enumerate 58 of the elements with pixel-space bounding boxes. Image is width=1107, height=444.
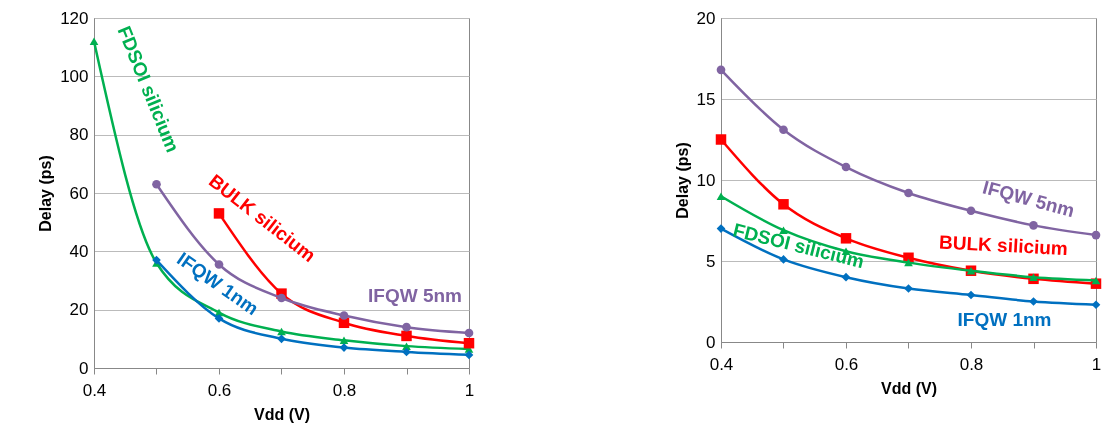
point xyxy=(1091,230,1101,240)
point xyxy=(1029,273,1038,281)
point xyxy=(715,134,727,145)
point xyxy=(89,37,99,46)
point xyxy=(779,125,788,135)
y-tick-label: 5 xyxy=(706,251,716,271)
point xyxy=(1091,300,1101,310)
x-tick-label: 0.4 xyxy=(82,380,107,400)
y-tick-label: 80 xyxy=(69,125,89,145)
text: IFQW 5nm xyxy=(980,176,1077,222)
x-tick-label: 0.4 xyxy=(709,354,734,374)
point xyxy=(463,337,475,349)
x-tick-label: 0.8 xyxy=(332,380,357,400)
point xyxy=(841,272,851,282)
point xyxy=(904,188,913,198)
y-axis-title: Delay (ps) xyxy=(673,142,691,219)
y-tick-label: 10 xyxy=(696,170,716,190)
y-tick-label: 40 xyxy=(69,241,89,261)
series-label: IFQW 1nm xyxy=(957,308,1052,330)
series-label: IFQW 5nm xyxy=(368,285,462,306)
x-tick-label: 0.6 xyxy=(207,380,232,400)
x-tick-label: 0.6 xyxy=(834,354,859,374)
y-tick-label: 60 xyxy=(69,183,89,203)
y-tick-label: 100 xyxy=(60,66,89,86)
point xyxy=(904,258,913,267)
point xyxy=(152,179,161,189)
point xyxy=(339,311,349,320)
text: FDSOI silicium xyxy=(731,219,867,273)
y-tick-label: 20 xyxy=(696,8,716,28)
y-tick-label: 15 xyxy=(696,89,716,109)
x-axis-title: Vdd (V) xyxy=(254,405,310,423)
point xyxy=(464,350,474,360)
point xyxy=(1029,297,1038,306)
point xyxy=(277,327,286,336)
series-label: BULK silicium xyxy=(938,231,1069,260)
point xyxy=(966,290,976,300)
point xyxy=(1029,221,1038,230)
x-tick-label: 1 xyxy=(1091,354,1102,374)
x-axis-title: Vdd (V) xyxy=(881,379,937,397)
y-tick-label: 0 xyxy=(706,332,716,352)
point xyxy=(778,199,789,210)
point xyxy=(716,65,726,75)
x-tick-label: 0.8 xyxy=(959,354,984,374)
y-tick-label: 120 xyxy=(60,8,89,28)
point xyxy=(402,322,411,332)
y-axis-title: Delay (ps) xyxy=(37,155,55,232)
point xyxy=(716,192,726,200)
y-tick-label: 20 xyxy=(69,300,89,320)
point xyxy=(277,334,286,344)
point xyxy=(966,206,976,216)
point xyxy=(904,284,913,293)
point xyxy=(401,330,412,342)
point xyxy=(1091,276,1101,285)
y-tick-label: 0 xyxy=(79,358,89,378)
point xyxy=(277,293,286,303)
point xyxy=(779,255,788,264)
point xyxy=(339,336,349,345)
x-tick-label: 1 xyxy=(464,380,475,400)
